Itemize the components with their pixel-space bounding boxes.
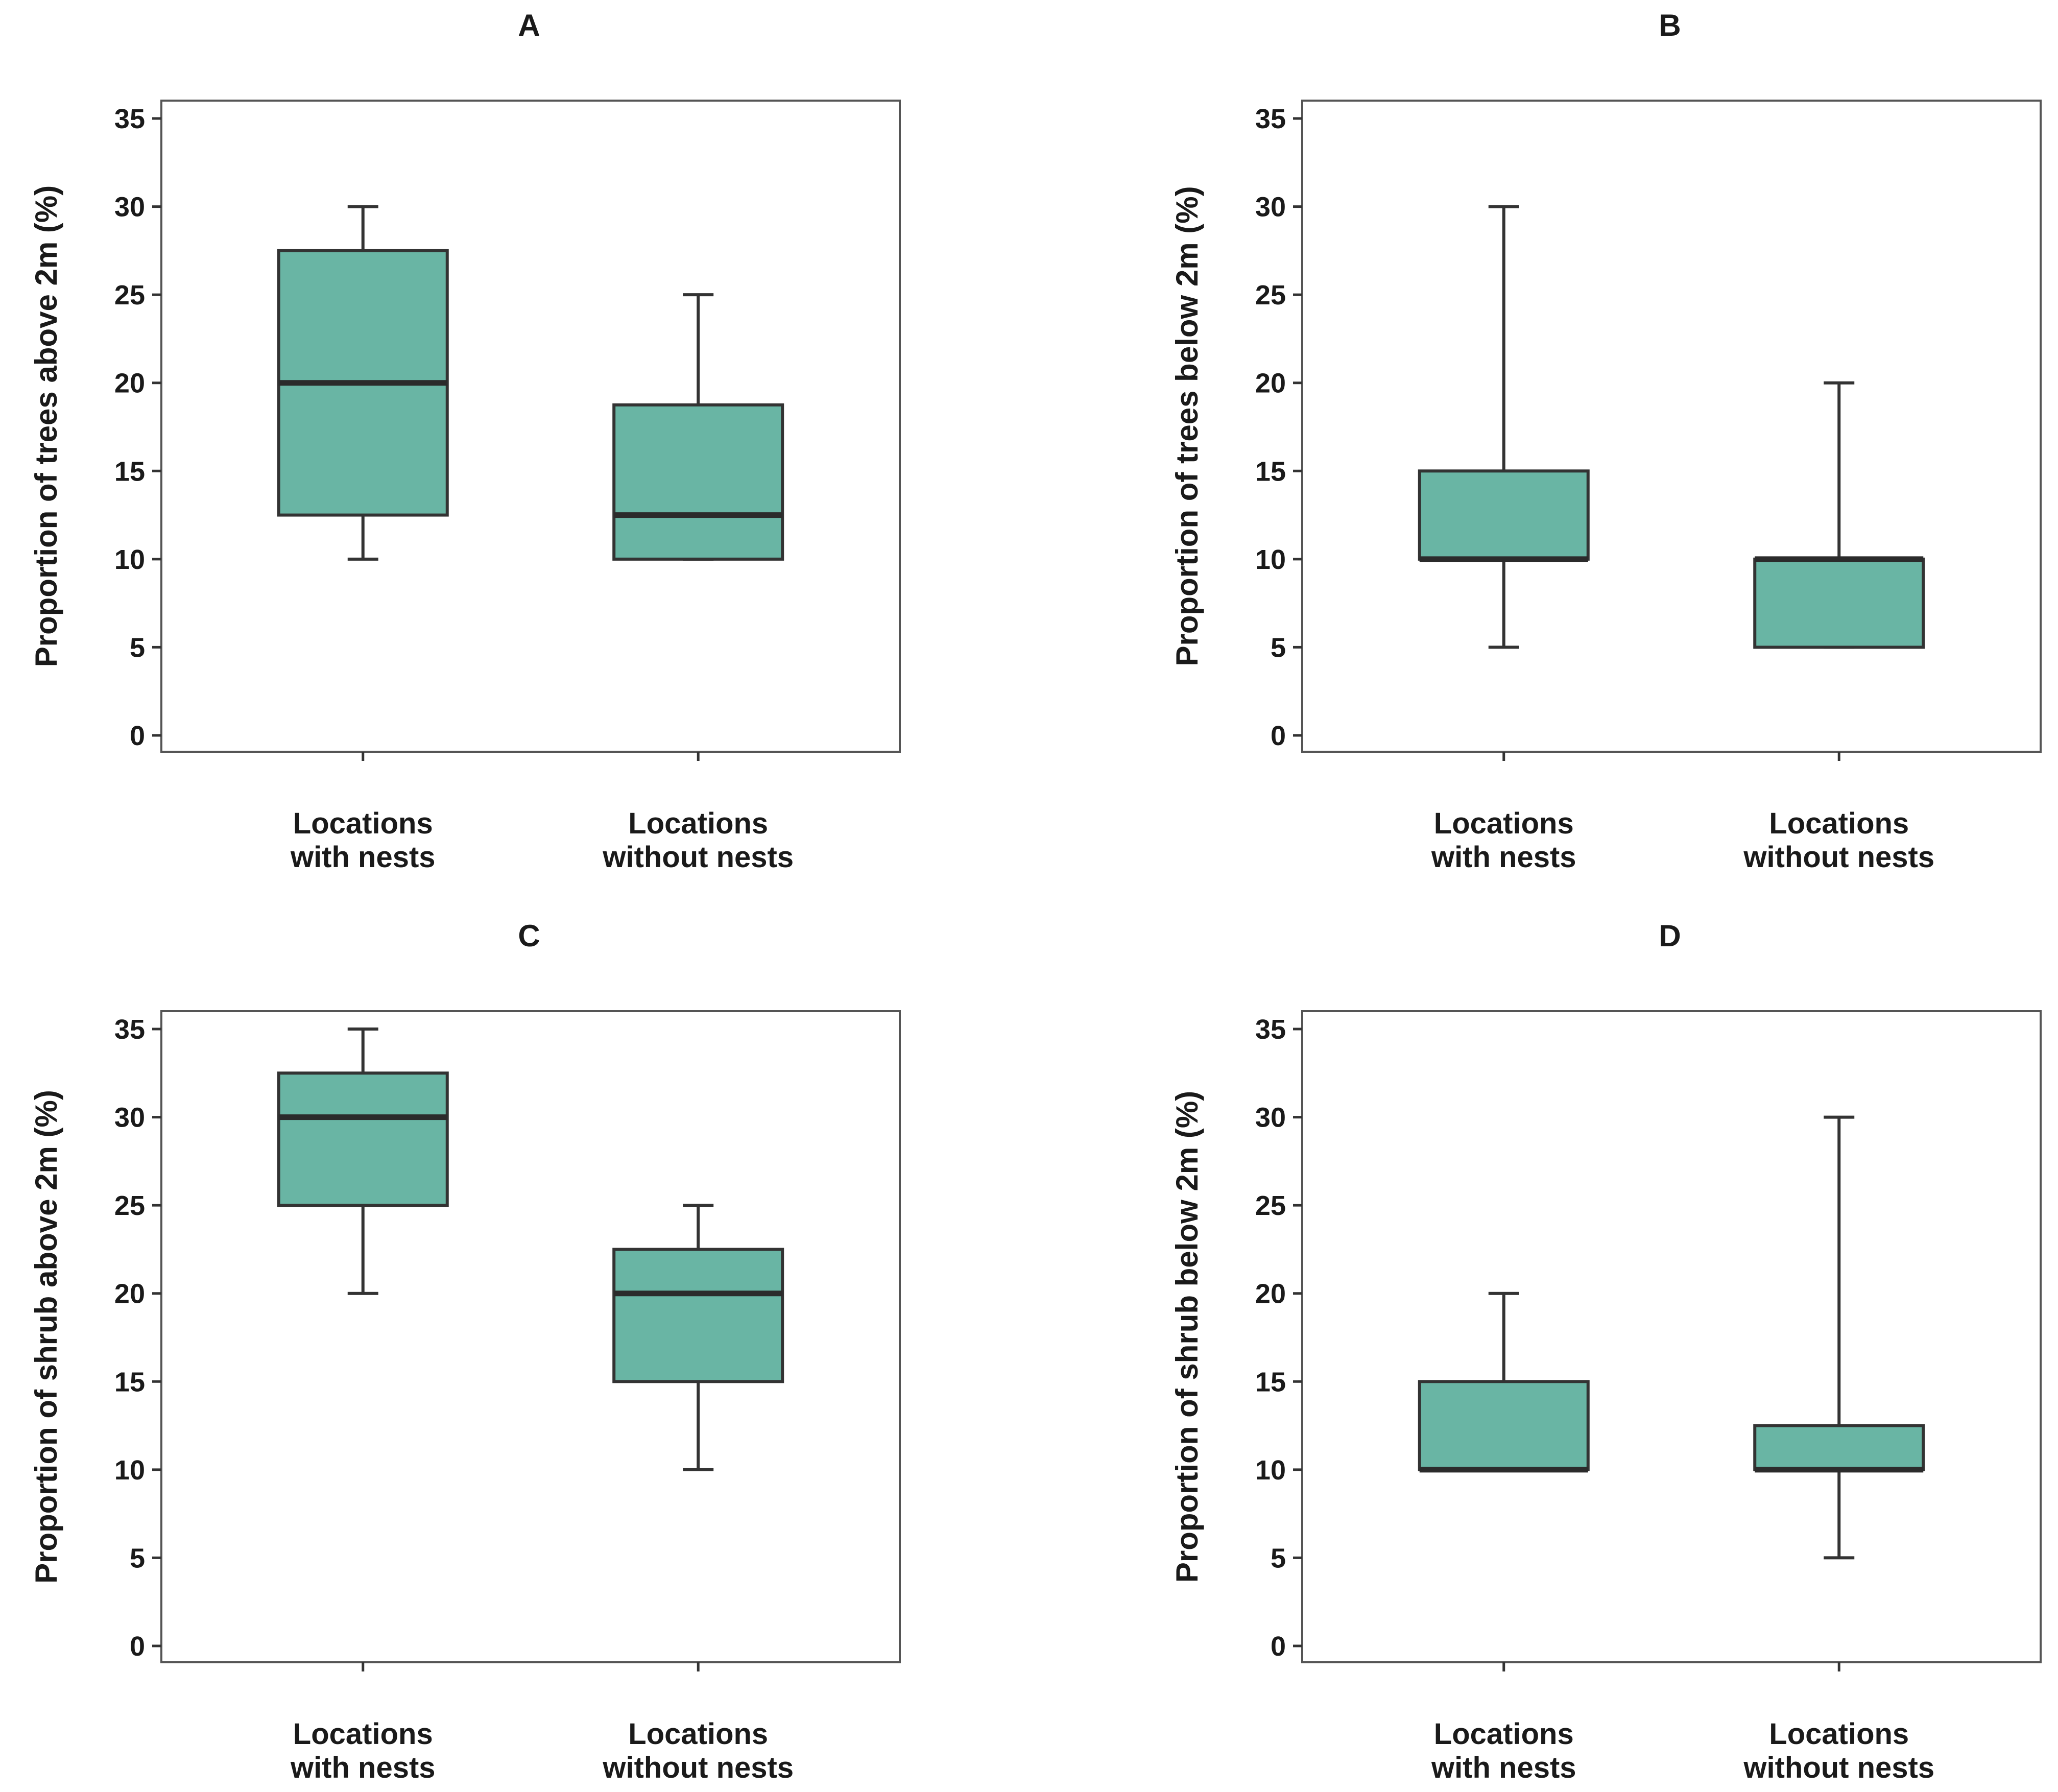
box-iqr xyxy=(612,403,784,561)
y-tick-label: 15 xyxy=(1255,456,1286,487)
x-tick-label: Locations with nests xyxy=(1431,807,1576,874)
y-tick-label: 10 xyxy=(1255,544,1286,575)
plot-frame xyxy=(160,100,901,753)
y-tick-label: 25 xyxy=(1255,1190,1286,1221)
y-tick-label: 10 xyxy=(114,544,145,575)
x-tick-label: Locations without nests xyxy=(602,807,794,874)
y-tick-label: 15 xyxy=(1255,1367,1286,1397)
y-tick-label: 25 xyxy=(114,1190,145,1221)
panel-title: B xyxy=(1659,8,1681,42)
y-tick-label: 35 xyxy=(1255,104,1286,134)
y-tick-label: 5 xyxy=(1271,632,1286,663)
y-tick-label: 0 xyxy=(130,1631,145,1662)
y-tick-label: 0 xyxy=(1271,1631,1286,1662)
panel-title: C xyxy=(518,919,540,953)
y-tick-label: 30 xyxy=(1255,1103,1286,1133)
plot-frame xyxy=(1301,100,2042,753)
y-tick-label: 30 xyxy=(114,1103,145,1133)
y-tick-label: 20 xyxy=(1255,1279,1286,1309)
y-axis-label: Proportion of trees below 2m (%) xyxy=(1170,186,1204,666)
y-tick-label: 35 xyxy=(114,104,145,134)
y-tick-label: 35 xyxy=(114,1014,145,1045)
box-iqr xyxy=(1753,1424,1925,1471)
box-iqr xyxy=(1753,557,1925,649)
y-tick-label: 5 xyxy=(130,632,145,663)
y-tick-label: 15 xyxy=(114,456,145,487)
y-tick-label: 25 xyxy=(1255,280,1286,310)
y-tick-label: 35 xyxy=(1255,1014,1286,1045)
box-iqr xyxy=(277,1071,449,1207)
plot-frame xyxy=(1301,1010,2042,1663)
y-tick-label: 0 xyxy=(130,721,145,751)
y-tick-label: 25 xyxy=(114,280,145,310)
panel-a: A 0 5 10 15 20 25 30 35 Proportion of trees above… xyxy=(29,8,901,874)
y-tick-label: 20 xyxy=(114,368,145,399)
y-tick-label: 10 xyxy=(114,1455,145,1486)
y-tick-label: 5 xyxy=(130,1543,145,1573)
x-tick-label: Locations without nests xyxy=(1743,1717,1934,1784)
y-tick-label: 20 xyxy=(1255,368,1286,399)
y-axis-label: Proportion of shrub below 2m (%) xyxy=(1170,1091,1204,1583)
x-tick-label: Locations with nests xyxy=(290,1717,436,1784)
panel-d: D 0 5 10 15 20 25 30 35 Proportion of shrub below… xyxy=(1170,919,2042,1784)
y-tick-label: 20 xyxy=(114,1279,145,1309)
y-tick-label: 15 xyxy=(114,1367,145,1397)
x-tick-label: Locations with nests xyxy=(1431,1717,1576,1784)
panel-b: B 0 5 10 15 20 25 30 35 Proportion of trees below… xyxy=(1170,8,2042,874)
box-iqr xyxy=(1418,1380,1590,1471)
box-iqr xyxy=(1418,469,1590,561)
panel-c: C 0 5 10 15 20 25 30 35 Proportion of shrub above… xyxy=(29,919,901,1784)
y-tick-label: 30 xyxy=(114,192,145,223)
box-iqr xyxy=(612,1248,784,1383)
y-tick-label: 10 xyxy=(1255,1455,1286,1486)
y-tick-label: 30 xyxy=(1255,192,1286,223)
x-tick-label: Locations without nests xyxy=(602,1717,794,1784)
plot-frame xyxy=(160,1010,901,1663)
y-tick-label: 5 xyxy=(1271,1543,1286,1573)
y-axis-label: Proportion of trees above 2m (%) xyxy=(29,185,63,667)
panel-title: D xyxy=(1659,919,1681,953)
y-axis-label: Proportion of shrub above 2m (%) xyxy=(29,1090,63,1584)
y-tick-label: 0 xyxy=(1271,721,1286,751)
x-tick-label: Locations with nests xyxy=(290,807,436,874)
x-tick-label: Locations without nests xyxy=(1743,807,1934,874)
panel-title: A xyxy=(518,8,540,42)
